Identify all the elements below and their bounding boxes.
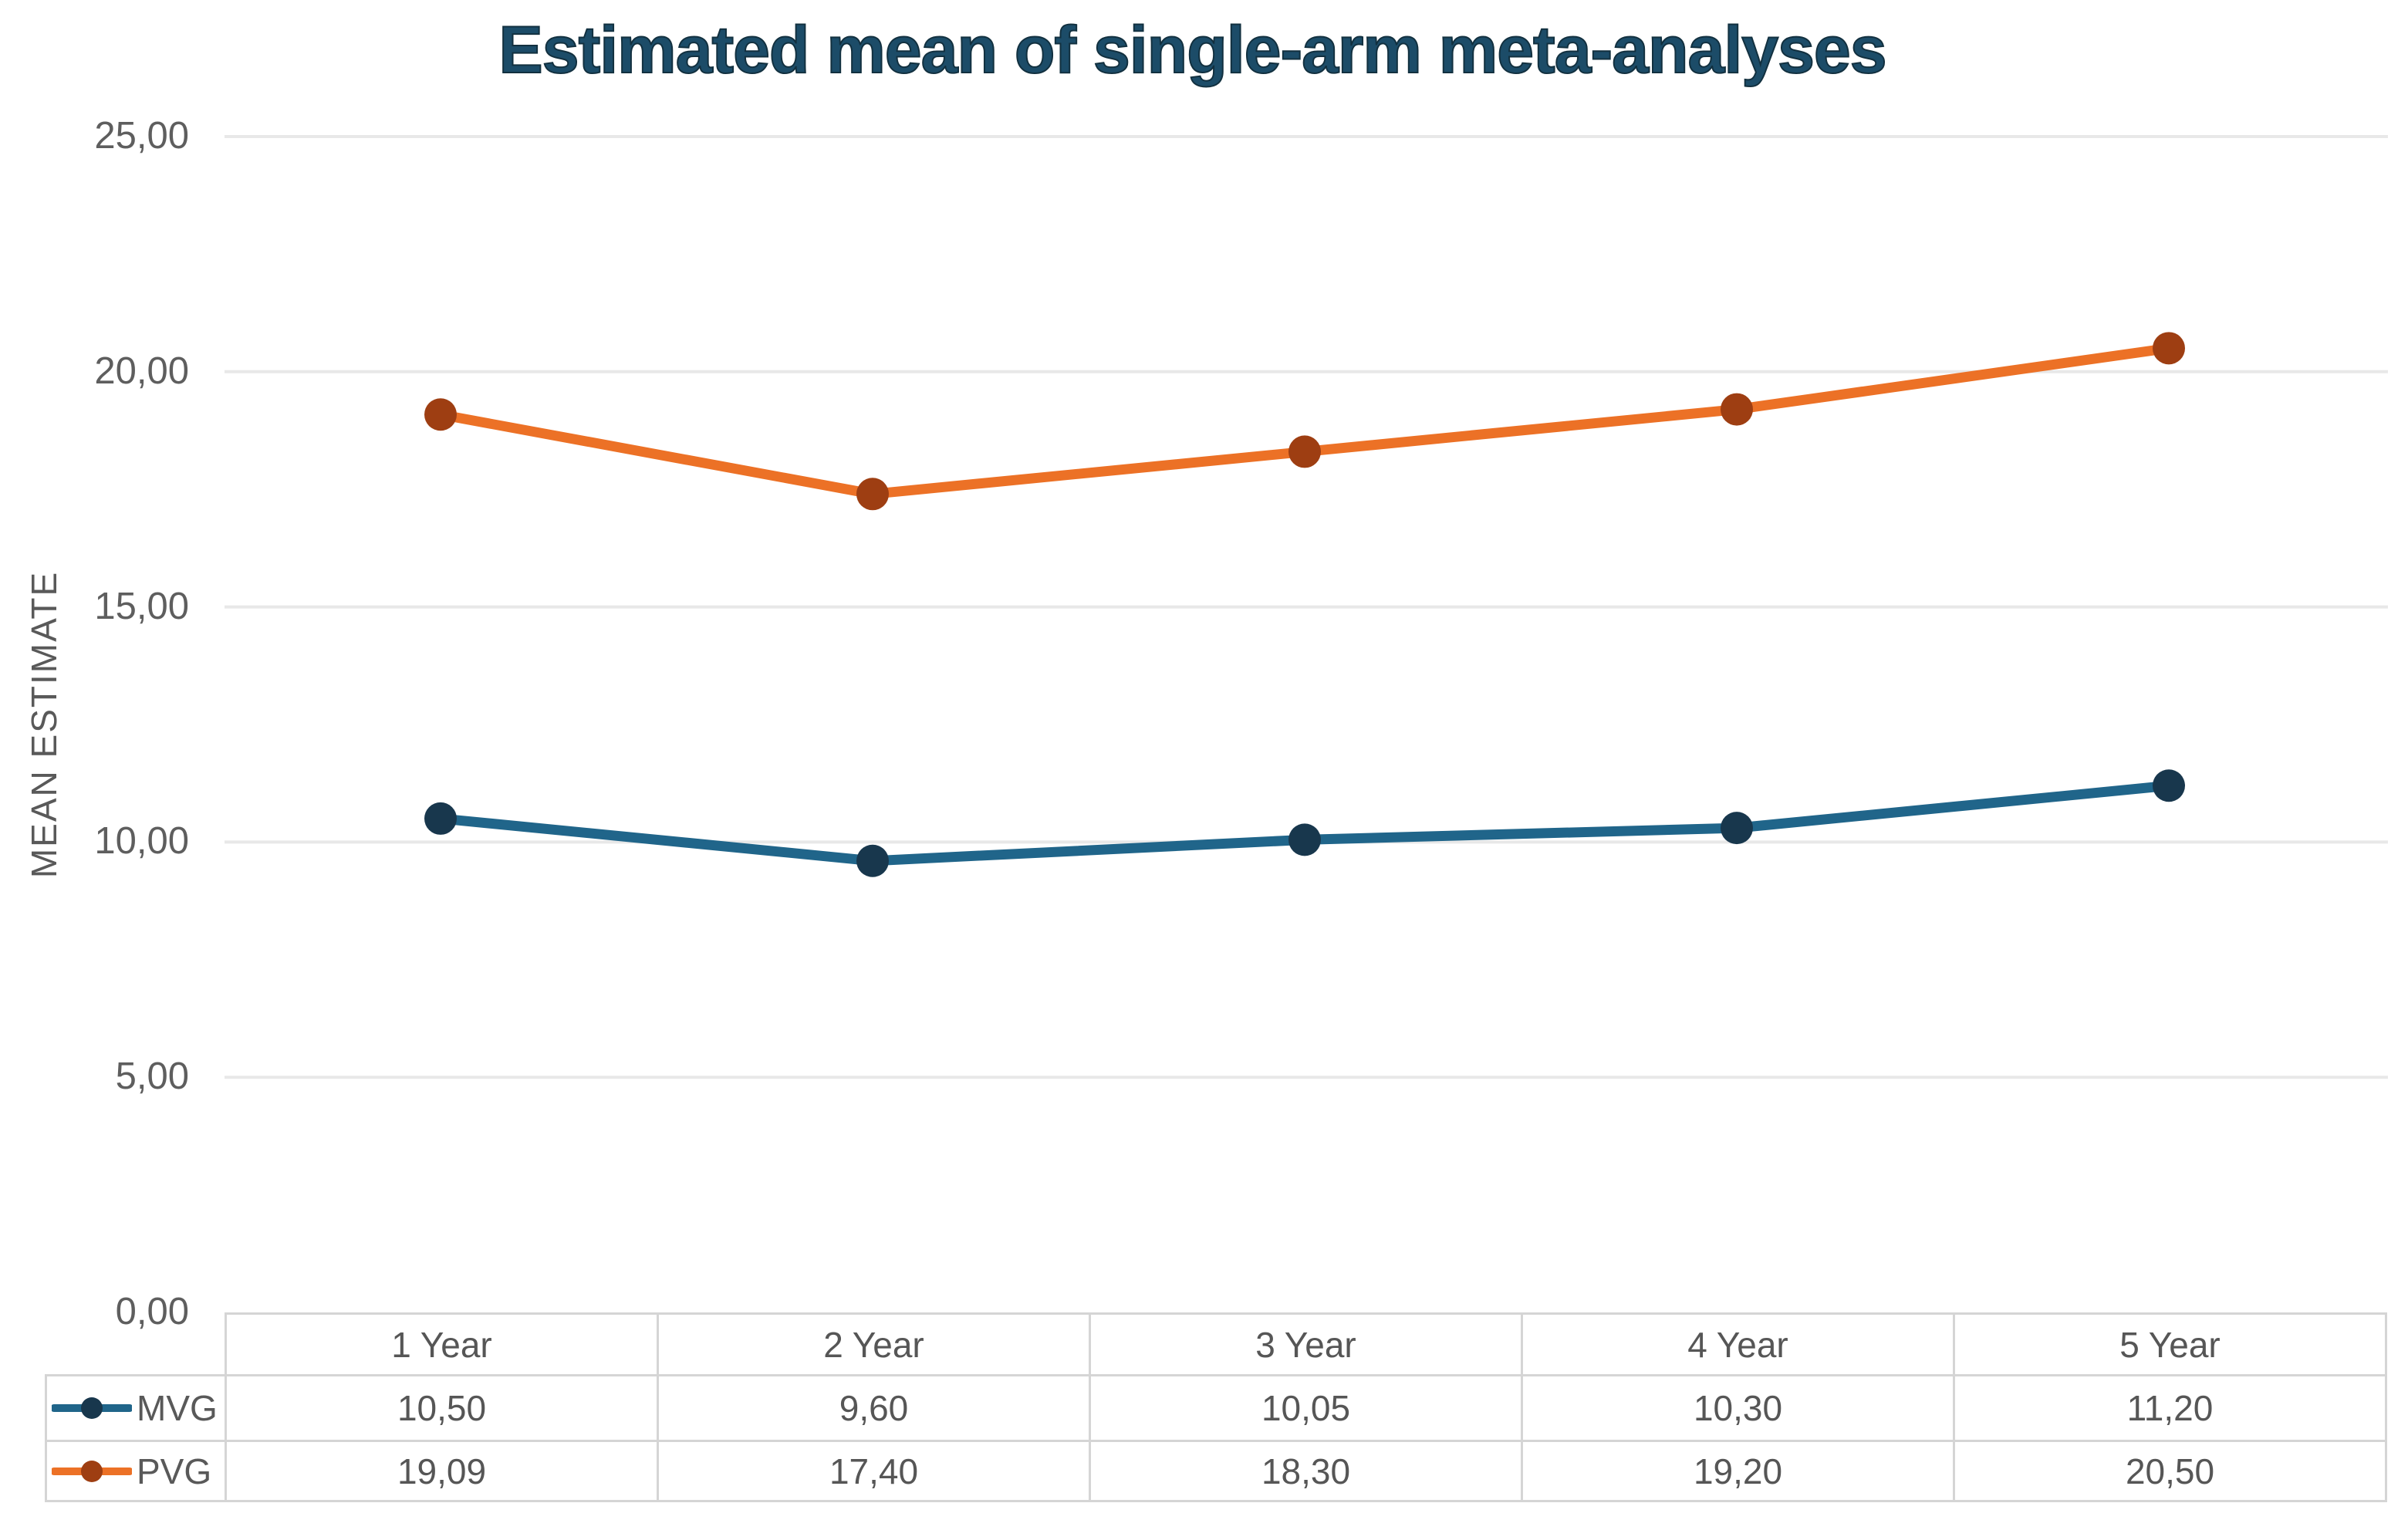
value-cell-PVG-4 Year: 19,20 bbox=[1521, 1440, 1955, 1502]
legend-key-PVG-icon bbox=[52, 1460, 132, 1482]
data-point-PVG-3 Year bbox=[1288, 435, 1321, 468]
data-point-MVG-1 Year bbox=[424, 802, 457, 835]
y-tick-label-15: 15,00 bbox=[94, 585, 189, 627]
data-point-PVG-1 Year bbox=[424, 398, 457, 431]
table-header-row: 1 Year 2 Year 3 Year 4 Year 5 Year bbox=[46, 1312, 2387, 1376]
data-point-MVG-5 Year bbox=[2153, 769, 2185, 802]
y-tick-label-0: 0,00 bbox=[115, 1290, 189, 1332]
value-cell-PVG-3 Year: 18,30 bbox=[1089, 1440, 1523, 1502]
y-tick-label-25: 25,00 bbox=[94, 114, 189, 157]
legend-key-MVG-icon bbox=[52, 1397, 132, 1419]
value-cell-PVG-5 Year: 20,50 bbox=[1953, 1440, 2387, 1502]
table-row-MVG: MVG 10,50 9,60 10,05 10,30 11,20 bbox=[45, 1374, 2387, 1442]
y-tick-label-5: 5,00 bbox=[115, 1055, 189, 1098]
data-point-PVG-4 Year bbox=[1721, 393, 1753, 426]
category-header: 2 Year bbox=[657, 1312, 1091, 1376]
series-line-PVG bbox=[435, 343, 2174, 499]
table-row-PVG: PVG 19,09 17,40 18,30 19,20 20,50 bbox=[45, 1440, 2387, 1502]
data-point-MVG-2 Year bbox=[856, 844, 889, 877]
legend-label-MVG: MVG bbox=[137, 1388, 218, 1428]
y-tick-label-10: 10,00 bbox=[94, 820, 189, 863]
value-cell-PVG-2 Year: 17,40 bbox=[657, 1440, 1091, 1502]
legend-label-PVG: PVG bbox=[137, 1451, 212, 1491]
category-header: 1 Year bbox=[225, 1312, 659, 1376]
value-cell-MVG-5 Year: 11,20 bbox=[1953, 1374, 2387, 1442]
data-point-MVG-3 Year bbox=[1288, 823, 1321, 856]
legend-cell-MVG: MVG bbox=[45, 1374, 227, 1442]
table-corner-cell bbox=[46, 1314, 226, 1376]
value-cell-MVG-2 Year: 9,60 bbox=[657, 1374, 1091, 1442]
data-point-PVG-5 Year bbox=[2153, 332, 2185, 365]
legend-cell-PVG: PVG bbox=[45, 1440, 227, 1502]
chart-title: Estimated mean of single-arm meta-analys… bbox=[498, 12, 1887, 88]
data-point-MVG-4 Year bbox=[1721, 812, 1753, 845]
value-cell-MVG-3 Year: 10,05 bbox=[1089, 1374, 1523, 1442]
data-point-PVG-2 Year bbox=[856, 478, 889, 511]
y-tick-label-20: 20,00 bbox=[94, 350, 189, 392]
data-table: 1 Year 2 Year 3 Year 4 Year 5 Year MVG 10,50 9,… bbox=[45, 1312, 2387, 1502]
category-header: 5 Year bbox=[1953, 1312, 2387, 1376]
category-header: 4 Year bbox=[1521, 1312, 1955, 1376]
value-cell-PVG-1 Year: 19,09 bbox=[225, 1440, 659, 1502]
value-cell-MVG-4 Year: 10,30 bbox=[1521, 1374, 1955, 1442]
value-cell-MVG-1 Year: 10,50 bbox=[225, 1374, 659, 1442]
category-header: 3 Year bbox=[1089, 1312, 1523, 1376]
